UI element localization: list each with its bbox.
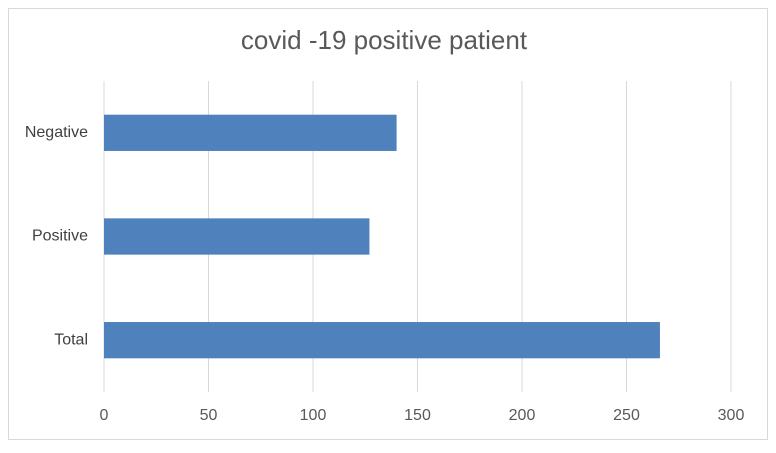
bar [104, 218, 370, 255]
y-tick-label: Negative [25, 124, 88, 141]
x-tick-label: 300 [718, 407, 745, 424]
bar [104, 114, 397, 151]
x-tick-label: 250 [613, 407, 640, 424]
x-tick-label: 200 [509, 407, 536, 424]
x-tick-label: 150 [404, 407, 431, 424]
chart-title: covid -19 positive patient [241, 25, 528, 55]
x-tick-label: 50 [200, 407, 218, 424]
y-tick-label: Positive [32, 228, 88, 245]
bar [104, 322, 660, 359]
y-tick-label: Total [54, 331, 88, 348]
x-tick-label: 100 [300, 407, 327, 424]
x-tick-label: 0 [100, 407, 109, 424]
